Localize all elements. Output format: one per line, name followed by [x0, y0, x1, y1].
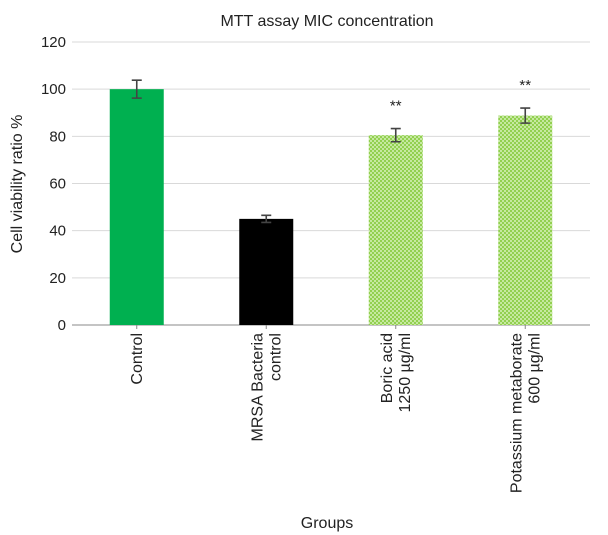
significance-label: **: [390, 98, 402, 115]
y-tick-label: 60: [49, 176, 66, 193]
x-tick-label: MRSA Bacteriacontrol: [249, 333, 284, 442]
bar: [109, 89, 164, 326]
error-bar: [131, 79, 142, 99]
chart-title: MTT assay MIC concentration: [220, 13, 433, 30]
x-tick-label: Boric acid1250 µg/ml: [379, 333, 414, 412]
y-tick-label: 80: [49, 128, 66, 145]
y-tick-label: 20: [49, 270, 66, 287]
x-axis-label: Groups: [301, 515, 353, 532]
significance-label: **: [519, 77, 531, 94]
error-bar: [261, 214, 272, 224]
error-bar: [520, 107, 531, 124]
error-bar: [390, 127, 401, 143]
y-tick-label: 0: [58, 317, 66, 334]
bar: [239, 218, 294, 325]
x-tick-label: Control: [129, 333, 146, 385]
bar: [368, 135, 423, 325]
x-tick-label: Potassium metaborate600 µg/ml: [508, 333, 543, 493]
y-tick-label: 100: [41, 81, 66, 98]
y-axis-label: Cell viability ratio %: [9, 115, 26, 254]
bar: [498, 115, 553, 325]
y-tick-label: 120: [41, 34, 66, 51]
y-tick-label: 40: [49, 223, 66, 240]
